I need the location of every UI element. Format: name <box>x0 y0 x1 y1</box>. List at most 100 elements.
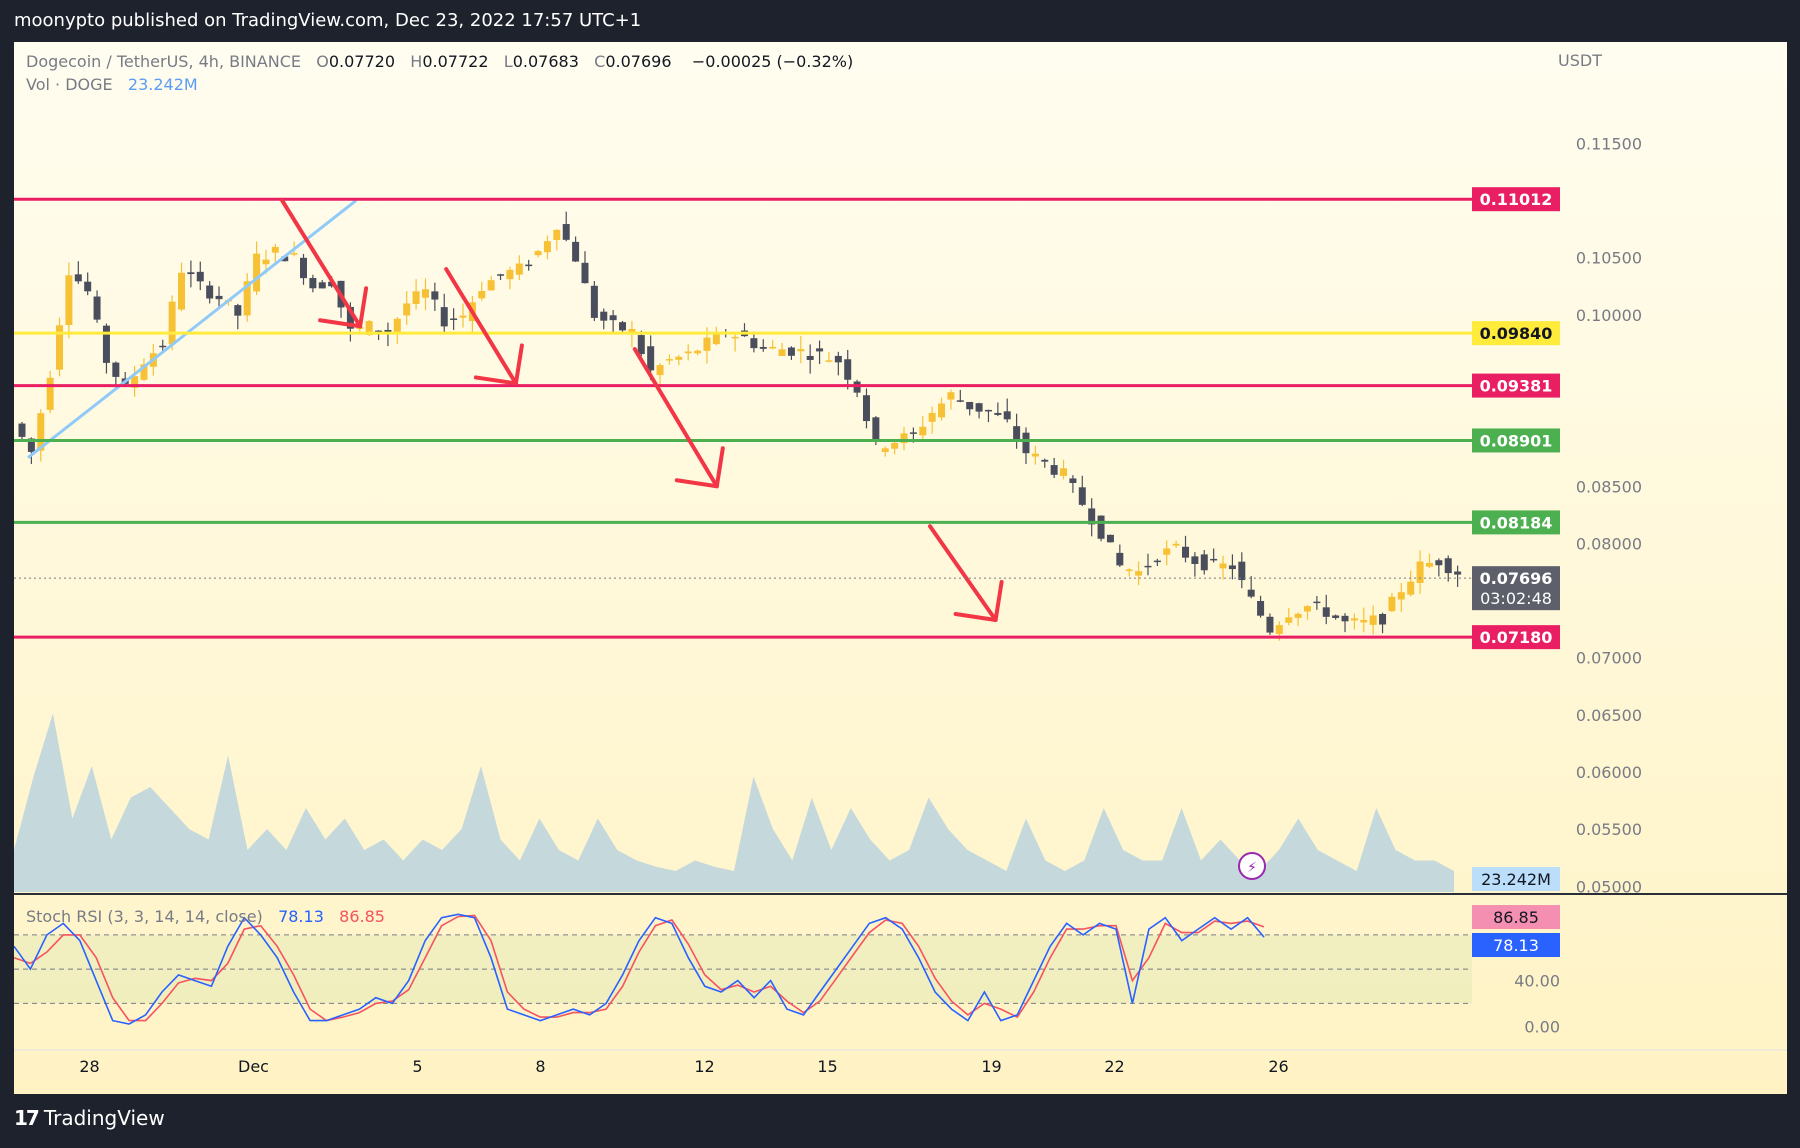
candle-body <box>159 345 167 348</box>
candle-body <box>984 409 992 412</box>
legend-symbol[interactable]: Dogecoin / TetherUS, 4h, BINANCE <box>26 52 301 71</box>
candle-body <box>450 318 458 320</box>
candle-body <box>825 360 833 362</box>
level-badge-4 <box>1472 510 1560 535</box>
candle-body <box>1266 616 1274 633</box>
candle-body <box>375 330 383 333</box>
candle-body <box>684 351 692 354</box>
candle-body <box>1125 569 1133 571</box>
candle-body <box>403 303 411 316</box>
arrow-head-0 <box>318 286 369 329</box>
candle-body <box>112 362 120 377</box>
candle-body <box>1322 607 1330 617</box>
candle-body <box>1247 589 1255 597</box>
price-axis-tick-6: 0.06500 <box>1576 706 1642 725</box>
lightning-icon <box>1238 852 1266 880</box>
candle-body <box>1238 561 1246 581</box>
time-axis-tick-3: 8 <box>535 1057 545 1076</box>
candle-body <box>1031 453 1039 457</box>
candle-body <box>421 289 429 298</box>
candle-body <box>1435 560 1443 566</box>
candle-body <box>196 271 204 282</box>
candle-body <box>56 325 64 370</box>
candle-body <box>816 348 824 352</box>
candle-body <box>1369 615 1377 625</box>
candle-body <box>1210 558 1218 561</box>
stoch-d-line <box>14 914 1265 1022</box>
candle-body <box>590 285 598 318</box>
price-axis-tick-8: 0.05500 <box>1576 820 1642 839</box>
candle-body <box>1097 515 1105 539</box>
stoch-d-badge <box>1472 905 1560 930</box>
level-badge-1 <box>1472 321 1560 346</box>
arrow-head-1 <box>473 343 524 386</box>
price-axis-tick-4: 0.08000 <box>1576 534 1642 553</box>
level-label-1: 0.09840 <box>1480 324 1553 343</box>
candle-body <box>1022 432 1030 454</box>
candle-body <box>1191 556 1199 565</box>
stoch-axis-tick-1: 0.00 <box>1524 1017 1560 1036</box>
last-price-label: 0.07696 <box>1480 569 1553 588</box>
candle-body <box>346 306 354 329</box>
candle-body <box>393 318 401 332</box>
candle-body <box>694 350 702 354</box>
legend-c-label: C <box>594 52 606 71</box>
candle-body <box>806 355 814 360</box>
candle-body <box>140 364 148 380</box>
candle-body <box>1341 615 1349 622</box>
arrow-head-3 <box>953 580 1004 622</box>
candle-body <box>1172 543 1180 546</box>
candle-body <box>37 413 45 451</box>
candle-body <box>1257 600 1265 616</box>
level-label-0: 0.11012 <box>1480 190 1553 209</box>
time-axis-tick-1: Dec <box>238 1057 269 1076</box>
stoch-k-badge <box>1472 932 1560 957</box>
candle-body <box>938 403 946 418</box>
publisher-bar: moonypto published on TradingView.com, D… <box>0 0 1800 42</box>
level-label-3: 0.08901 <box>1480 431 1553 450</box>
candle-body <box>562 224 570 240</box>
candle-body <box>665 359 673 361</box>
candle-body <box>299 257 307 279</box>
price-axis-tick-1: 0.10500 <box>1576 249 1642 268</box>
candle-body <box>27 438 35 452</box>
candle-body <box>1416 561 1424 583</box>
time-axis-tick-2: 5 <box>412 1057 422 1076</box>
candle-body <box>1313 601 1321 604</box>
candle-body <box>1106 534 1114 543</box>
chart-svg[interactable]: 0.11500 0.10500 0.10000 0.08500 0.08000 0.070… <box>14 42 1787 1094</box>
candle-body <box>891 442 899 449</box>
candle-body <box>975 403 983 412</box>
level-badge-0 <box>1472 187 1560 212</box>
candle-body <box>1200 554 1208 571</box>
candle-body <box>553 229 561 241</box>
candle-body <box>872 417 880 441</box>
candle-body <box>787 347 795 356</box>
legend-l-value: 0.07683 <box>512 52 579 71</box>
candle-body <box>131 376 139 388</box>
candle-body <box>262 259 270 265</box>
legend-stoch-label[interactable]: Stoch RSI (3, 3, 14, 14, close) <box>26 907 263 926</box>
level-label-2: 0.09381 <box>1480 377 1553 396</box>
candle-body <box>1153 560 1161 563</box>
chart-frame[interactable]: 0.11500 0.10500 0.10000 0.08500 0.08000 0.070… <box>14 42 1787 1094</box>
arrow-shaft-3 <box>928 524 998 622</box>
legend-line-volume: Vol · DOGE 23.242M <box>26 75 853 94</box>
arrow-shaft-0 <box>280 198 363 329</box>
candle-body <box>1069 478 1077 483</box>
candle-body <box>187 272 195 275</box>
candle-body <box>271 246 279 253</box>
candle-body <box>1285 617 1293 623</box>
tradingview-logo[interactable]: 17 TradingView <box>14 1106 165 1130</box>
legend-vol-value: 23.242M <box>127 75 198 94</box>
legend-vol-label[interactable]: Vol · DOGE <box>26 75 113 94</box>
level-label-5: 0.07180 <box>1480 628 1553 647</box>
candle-body <box>459 315 467 318</box>
candle-body <box>1303 606 1311 612</box>
legend-change: −0.00025 (−0.32%) <box>691 52 854 71</box>
chart-legend: Dogecoin / TetherUS, 4h, BINANCE O0.0772… <box>26 52 853 94</box>
arrow-head-2 <box>674 446 725 489</box>
published-caption: moonypto published on TradingView.com, D… <box>14 10 642 31</box>
candle-body <box>46 377 54 410</box>
legend-o-label: O <box>316 52 329 71</box>
